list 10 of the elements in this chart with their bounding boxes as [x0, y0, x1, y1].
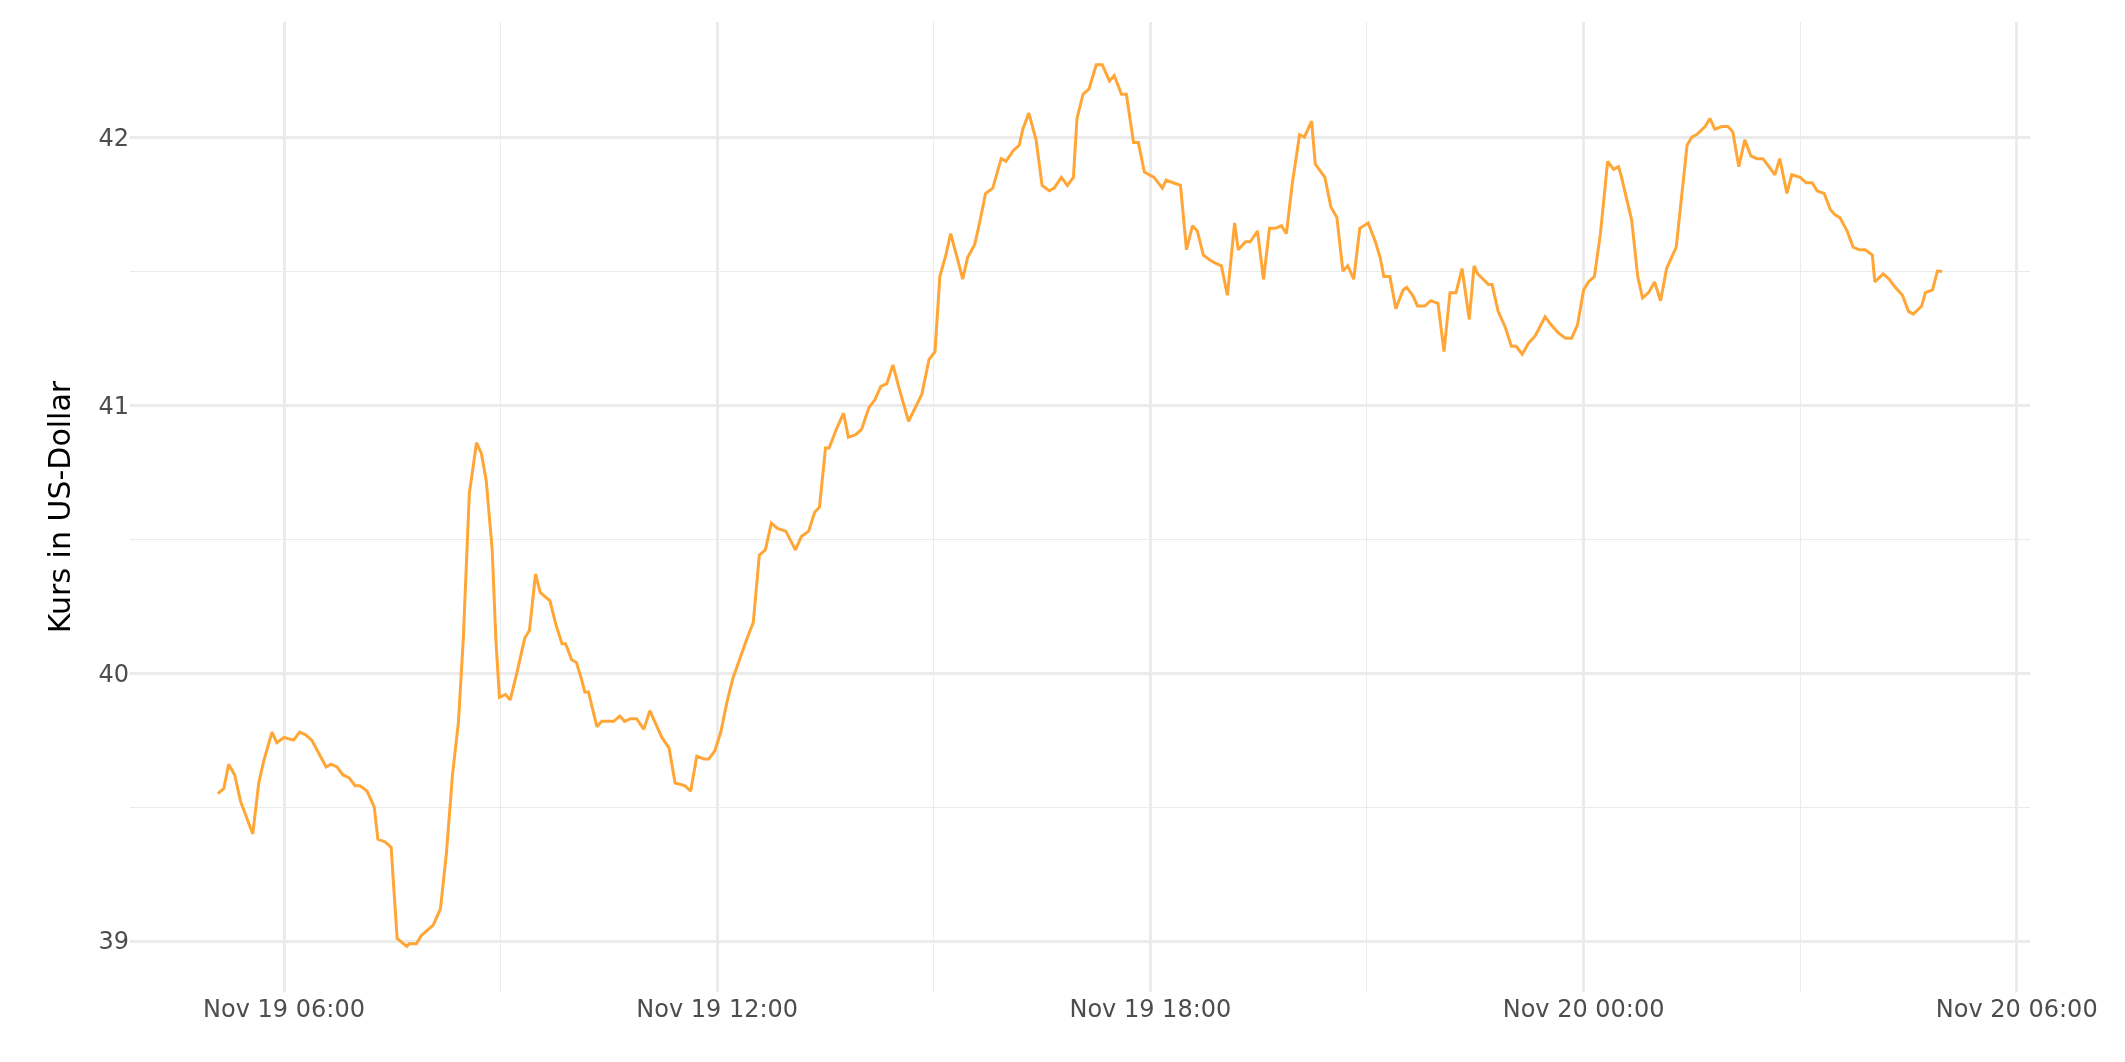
x-tick-label: Nov 19 06:00 [203, 995, 365, 1023]
y-tick-label: 39 [98, 927, 129, 956]
y-tick-label: 41 [98, 391, 129, 420]
y-tick-label: 40 [98, 659, 129, 688]
x-tick-label: Nov 19 18:00 [1069, 995, 1232, 1023]
y-tick-label: 42 [98, 123, 129, 152]
x-tick-label: Nov 20 06:00 [1935, 995, 2098, 1023]
x-tick-label: Nov 20 00:00 [1502, 995, 1665, 1023]
y-axis-title: Kurs in US-Dollar [42, 380, 78, 634]
x-tick-label: Nov 19 12:00 [636, 995, 799, 1023]
